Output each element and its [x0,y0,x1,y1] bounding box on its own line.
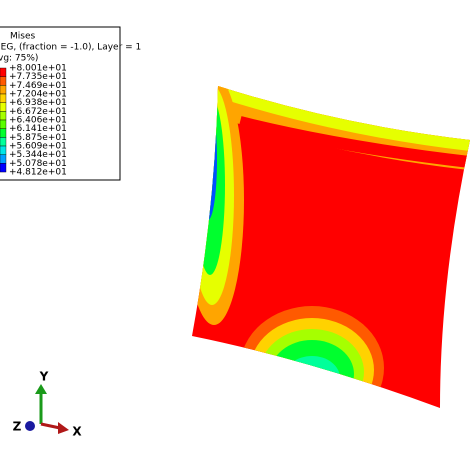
contour-plot [192,86,470,408]
legend-swatch [0,85,7,95]
y-arrowhead [35,384,47,394]
legend-level: +7.735e+01 [9,72,67,82]
x-axis-arrow [40,422,61,430]
legend-level: +5.078e+01 [9,159,67,169]
legend-level: +7.204e+01 [9,90,67,100]
legend-level: +6.938e+01 [9,98,67,108]
z-axis-dot [25,421,35,431]
legend-title: IEG, (fraction = -1.0), Layer = 1 [0,43,141,53]
legend-swatch [0,102,7,112]
legend-box [0,26,121,181]
contour-band [284,356,340,400]
legend-level: +5.875e+01 [9,133,67,143]
legend-level: +5.344e+01 [9,150,67,160]
contour-band [199,100,217,220]
legend-level: +5.609e+01 [9,142,67,152]
legend-swatch [0,154,7,164]
legend-level: +4.812e+01 [9,168,67,178]
legend-swatch [0,111,7,121]
legend-swatch [0,76,7,86]
legend-swatch [0,93,7,103]
legend-swatch [0,163,7,173]
legend-title: vg: 75%) [0,54,38,64]
triad-label: X [72,425,82,439]
contour-band [195,95,225,275]
triad-label: Y [39,370,49,384]
x-arrowhead [58,422,69,434]
legend-title: Mises [10,32,35,42]
legend-swatch [0,137,7,147]
legend-level: +6.672e+01 [9,107,67,117]
triad-label: Z [13,420,22,434]
legend-text: Mises IEG, (fraction = -1.0), Layer = 1 … [0,32,141,178]
legend-swatch [0,67,7,77]
legend-level: +6.141e+01 [9,124,67,134]
legend-colorbar [0,67,7,173]
legend-level: +7.469e+01 [9,81,67,91]
contour-band [270,340,354,408]
legend-swatch [0,128,7,138]
contour-band [238,116,470,168]
legend-swatch [0,119,7,129]
legend-swatch [0,145,7,155]
axis-triad: Y X Z [13,370,83,439]
legend-level: +6.406e+01 [9,116,67,126]
legend-level: +8.001e+01 [9,64,67,74]
